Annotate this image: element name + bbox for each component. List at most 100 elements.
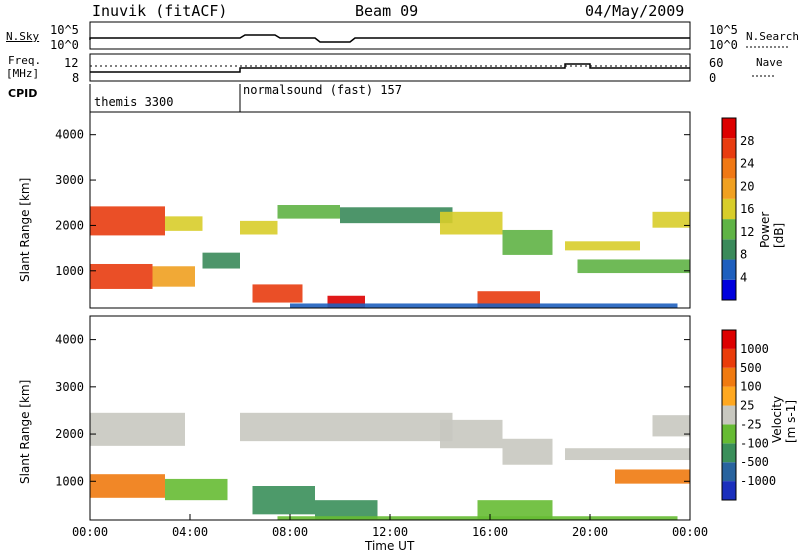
ytick-label-0: 4000 (55, 333, 84, 347)
xtick-label-6: 00:00 (672, 525, 708, 539)
colorbar-tick-5: 8 (740, 248, 747, 262)
ytick-label-0: 4000 (55, 128, 84, 142)
nave-tick-low: 0 (709, 71, 717, 85)
freq-trace (90, 63, 690, 73)
colorbar-cell-8 (722, 118, 736, 139)
data-band-7 (615, 469, 690, 484)
data-band-3 (152, 266, 195, 287)
data-band-0 (90, 412, 185, 446)
nsearch-tick-low: 10^0 (709, 38, 738, 52)
data-band-10 (565, 241, 640, 251)
colorbar-tick-1: 24 (740, 157, 754, 171)
ytick-label-2: 2000 (55, 218, 84, 232)
colorbar-cell-0 (722, 279, 736, 300)
xtick-label-0: 00:00 (72, 525, 108, 539)
data-band-7 (340, 207, 453, 224)
data-band-16 (290, 303, 678, 308)
nsky-trace (89, 34, 690, 43)
data-band-8 (440, 211, 503, 235)
colorbar-cell-5 (722, 178, 736, 199)
freq-tick-high: 12 (64, 56, 79, 70)
data-band-3 (240, 412, 453, 442)
ytick-label-3: 1000 (55, 264, 84, 278)
data-band-6 (277, 205, 340, 219)
xtick-label-5: 20:00 (572, 525, 608, 539)
colorbar-tick-2: 20 (740, 179, 754, 193)
colorbar-cell-1 (722, 259, 736, 280)
colorbar-cell-7 (722, 348, 736, 368)
nsearch-label: N.Search (746, 30, 799, 43)
data-band-12 (652, 211, 690, 228)
ytick-label-3: 1000 (55, 474, 84, 488)
data-band-5 (240, 220, 278, 235)
xtick-label-2: 08:00 (272, 525, 308, 539)
data-band-1 (165, 216, 203, 231)
colorbar-tick-0: 1000 (740, 342, 769, 356)
xtick-label-3: 12:00 (372, 525, 408, 539)
colorbar-cell-5 (722, 386, 736, 406)
data-band-1 (90, 474, 165, 498)
ytick-label-1: 3000 (55, 173, 84, 187)
nsky-strip-frame (89, 21, 691, 50)
data-band-9 (502, 229, 553, 255)
colorbar-cell-3 (722, 219, 736, 240)
colorbar-cell-8 (722, 330, 736, 349)
colorbar-tick-6: -500 (740, 455, 769, 469)
colorbar-cell-2 (722, 239, 736, 260)
colorbar-cell-1 (722, 462, 736, 482)
data-band-11 (477, 500, 553, 520)
colorbar-tick-4: 12 (740, 225, 754, 239)
nsky-tick-low: 10^0 (50, 38, 79, 52)
colorbar-tick-6: 4 (740, 270, 747, 284)
data-band-11 (577, 259, 690, 274)
x-axis-label: Time UT (365, 539, 415, 553)
colorbar-cell-7 (722, 138, 736, 159)
colorbar-frame-1 (721, 329, 737, 501)
nave-tick-high: 60 (709, 56, 724, 70)
station-title: Inuvik (fitACF) (92, 2, 228, 20)
colorbar-cell-6 (722, 158, 736, 179)
data-band-4 (440, 419, 503, 449)
xtick-label-1: 04:00 (172, 525, 208, 539)
data-band-13 (252, 284, 303, 303)
colorbar-cell-4 (722, 198, 736, 220)
colorbar-cell-6 (722, 367, 736, 387)
xtick-label-4: 16:00 (472, 525, 508, 539)
colorbar-tick-3: 25 (740, 399, 754, 413)
nsearch-tick-high: 10^5 (709, 23, 738, 37)
data-band-4 (202, 252, 240, 269)
freq-tick-low: 8 (72, 71, 80, 85)
colorbar-tick-4: -25 (740, 417, 762, 431)
date-title: 04/May/2009 (585, 2, 685, 20)
colorbar-cell-2 (722, 443, 736, 463)
ytick-label-1: 3000 (55, 380, 84, 394)
colorbar-tick-7: -1000 (740, 474, 776, 488)
data-band-0 (90, 206, 165, 236)
colorbar-frame-0 (721, 117, 737, 301)
data-band-5 (502, 438, 553, 465)
colorbar-tick-1: 500 (740, 361, 762, 375)
colorbar-tick-2: 100 (740, 380, 762, 394)
colorbar-tick-0: 28 (740, 134, 754, 148)
data-band-10 (315, 500, 378, 520)
cpid-mode-1: themis 3300 (94, 95, 174, 109)
colorbar-cell-0 (722, 481, 736, 500)
data-band-8 (652, 415, 690, 437)
ytick-label-2: 2000 (55, 427, 84, 441)
colorbar-cell-3 (722, 424, 736, 444)
cpid-label: CPID (8, 87, 38, 100)
data-band-9 (252, 486, 315, 515)
nave-label: Nave (756, 56, 783, 69)
nsky-label: N.Sky (6, 30, 40, 43)
nsky-tick-high: 10^5 (50, 23, 79, 37)
cpid-mode-2: normalsound (fast) 157 (243, 83, 402, 97)
beam-title: Beam 09 (355, 2, 419, 20)
data-band-12 (277, 516, 678, 520)
freq-label-line1: Freq. (8, 54, 42, 67)
colorbar-tick-3: 16 (740, 202, 754, 216)
colorbar-cell-4 (722, 405, 736, 425)
data-band-2 (165, 478, 228, 501)
panel-frame-0 (89, 111, 691, 309)
colorbar-tick-5: -100 (740, 436, 769, 450)
